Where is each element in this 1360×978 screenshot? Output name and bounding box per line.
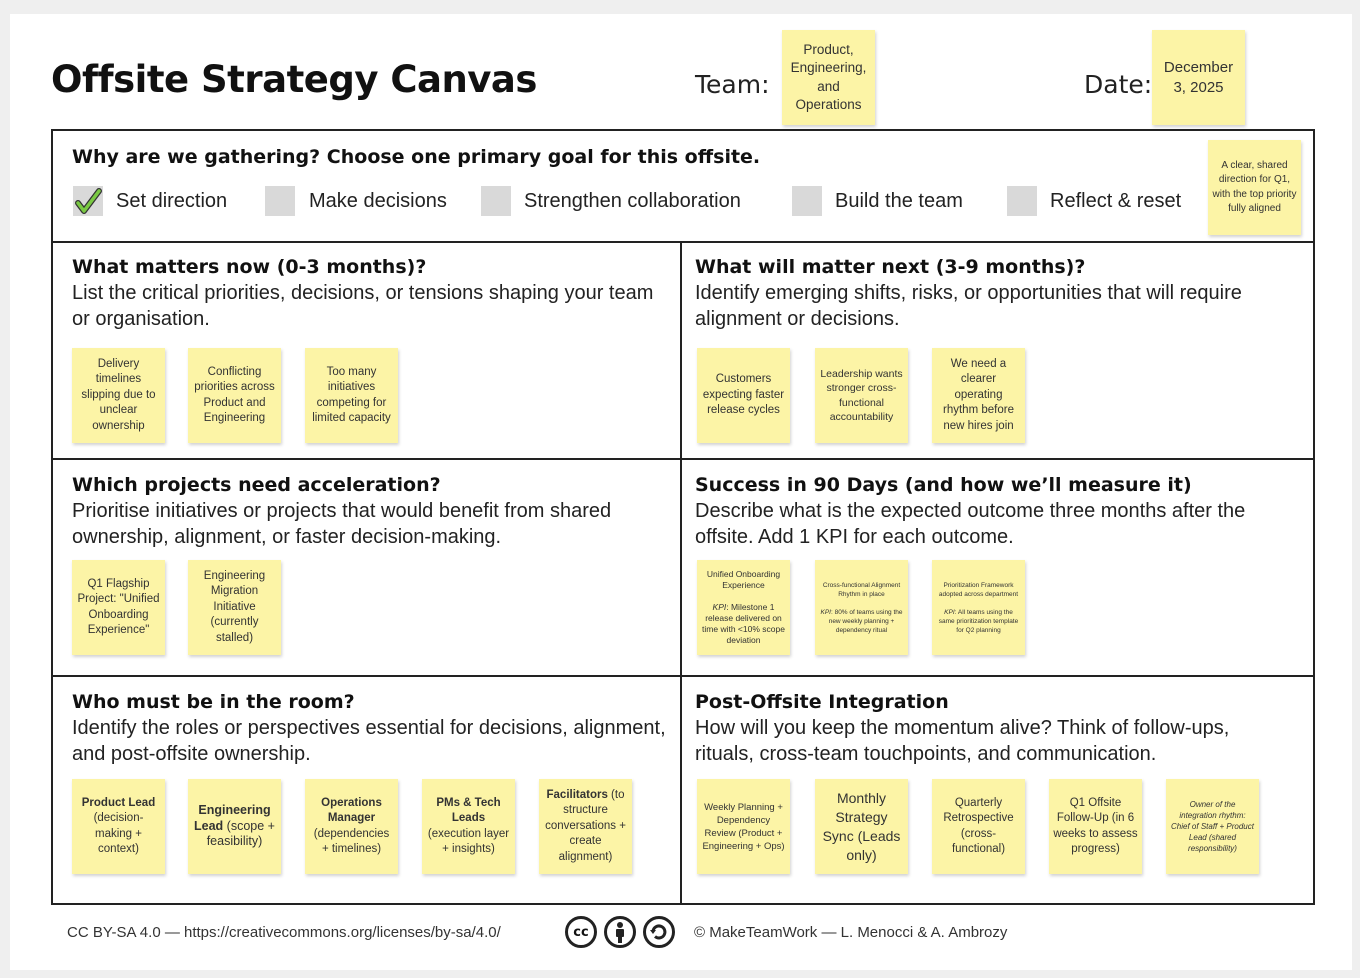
- sticky-note[interactable]: Weekly Planning + Dependency Review (Pro…: [697, 779, 790, 874]
- sticky-note[interactable]: Unified Onboarding Experience KPI: Milest…: [697, 560, 790, 655]
- checkbox-make-decisions[interactable]: [265, 186, 295, 216]
- attribution-icon: [604, 916, 636, 948]
- sticky-note[interactable]: Delivery timelines slipping due to uncle…: [72, 348, 165, 443]
- option-strengthen-collaboration[interactable]: Strengthen collaboration: [524, 190, 741, 212]
- sticky-note[interactable]: PMs & Tech Leads (execution layer + insi…: [422, 779, 515, 874]
- section-desc: How will you keep the momentum alive? Th…: [695, 717, 1230, 765]
- section-title: What matters now (0-3 months)?: [72, 256, 427, 278]
- date-label: Date:: [1084, 70, 1153, 99]
- option-set-direction[interactable]: Set direction: [116, 190, 228, 212]
- checkbox-strengthen-collaboration[interactable]: [481, 186, 511, 216]
- sticky-note[interactable]: Engineering Migration Initiative (curren…: [188, 560, 281, 655]
- checkbox-reflect-reset[interactable]: [1007, 186, 1037, 216]
- sticky-note[interactable]: We need a clearer operating rhythm befor…: [932, 348, 1025, 443]
- option-make-decisions[interactable]: Make decisions: [309, 190, 447, 212]
- section-title: What will matter next (3-9 months)?: [695, 256, 1086, 278]
- date-sticky[interactable]: December 3, 2025: [1152, 30, 1245, 125]
- sticky-note[interactable]: Product Lead (decision-making + context): [72, 779, 165, 874]
- sticky-note[interactable]: Leadership wants stronger cross-function…: [815, 348, 908, 443]
- sticky-note[interactable]: Conflicting priorities across Product an…: [188, 348, 281, 443]
- section-desc: Identify the roles or perspectives essen…: [72, 717, 666, 765]
- sticky-note[interactable]: Monthly Strategy Sync (Leads only): [815, 779, 908, 874]
- sticky-note[interactable]: Owner of the integration rhythm: Chief o…: [1166, 779, 1259, 874]
- sticky-note[interactable]: Engineering Lead (scope + feasibility): [188, 779, 281, 874]
- sticky-note[interactable]: Prioritization Framework adopted across …: [932, 560, 1025, 655]
- section-title: Post-Offsite Integration: [695, 691, 949, 713]
- team-label: Team:: [695, 70, 770, 99]
- section-title: Which projects need acceleration?: [72, 474, 441, 496]
- goal-question: Why are we gathering? Choose one primary…: [72, 146, 761, 168]
- section-title: Who must be in the room?: [72, 691, 355, 713]
- section-desc: Prioritise initiatives or projects that …: [72, 500, 612, 548]
- sticky-note[interactable]: Operations Manager (dependencies + timel…: [305, 779, 398, 874]
- share-alike-icon: [643, 916, 675, 948]
- sticky-note[interactable]: Cross-functional Alignment Rhythm in pla…: [815, 560, 908, 655]
- sticky-note[interactable]: Quarterly Retrospective (cross-functiona…: [932, 779, 1025, 874]
- checkmark-icon: [75, 188, 102, 214]
- divider: [51, 458, 1313, 460]
- credit-text: © MakeTeamWork — L. Menocci & A. Ambrozy: [694, 924, 1008, 941]
- section-desc: Identify emerging shifts, risks, or oppo…: [695, 282, 1242, 330]
- cc-icon: cc: [565, 916, 597, 948]
- team-sticky[interactable]: Product, Engineering, and Operations: [782, 30, 875, 125]
- option-reflect-reset[interactable]: Reflect & reset: [1050, 190, 1182, 212]
- option-build-the-team[interactable]: Build the team: [835, 190, 963, 212]
- sticky-note[interactable]: Q1 Offsite Follow-Up (in 6 weeks to asse…: [1049, 779, 1142, 874]
- sticky-note[interactable]: Customers expecting faster release cycle…: [697, 348, 790, 443]
- checkbox-build-the-team[interactable]: [792, 186, 822, 216]
- divider: [51, 675, 1313, 677]
- divider: [680, 242, 682, 903]
- license-text[interactable]: CC BY-SA 4.0 — https://creativecommons.o…: [67, 924, 501, 941]
- page-title: Offsite Strategy Canvas: [51, 58, 537, 101]
- sticky-note[interactable]: Q1 Flagship Project: "Unified Onboarding…: [72, 560, 165, 655]
- section-title: Success in 90 Days (and how we’ll measur…: [695, 474, 1192, 496]
- section-desc: List the critical priorities, decisions,…: [72, 282, 654, 330]
- sticky-note[interactable]: Facilitators (to structure conversations…: [539, 779, 632, 874]
- divider: [51, 241, 1313, 243]
- section-desc: Describe what is the expected outcome th…: [695, 500, 1246, 548]
- sticky-note[interactable]: Too many initiatives competing for limit…: [305, 348, 398, 443]
- goal-sticky[interactable]: A clear, shared direction for Q1, with t…: [1208, 140, 1301, 235]
- canvas-frame: [51, 129, 1315, 905]
- checkbox-set-direction[interactable]: [73, 186, 103, 216]
